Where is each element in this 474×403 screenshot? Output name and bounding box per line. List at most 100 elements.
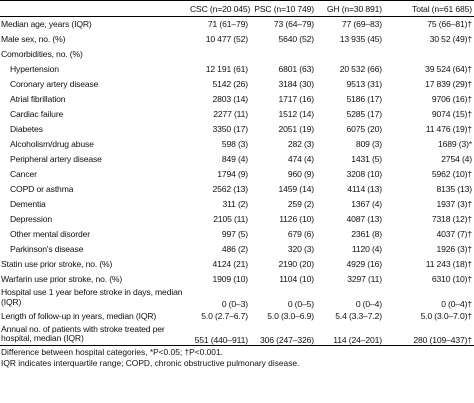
header-psc: PSC (n=10 749) bbox=[250, 0, 316, 17]
csc-value: 0 (0–3) bbox=[221, 298, 248, 309]
psc-value: 5640 (52) bbox=[278, 34, 315, 44]
csc-value: 2277 (11) bbox=[213, 109, 248, 119]
gh-value: 77 (69–83) bbox=[341, 19, 382, 30]
table-row: Parkinson's disease 486 (2) 320 (3) 1120 (4… bbox=[0, 242, 474, 257]
row-label: Alcoholism/drug abuse bbox=[10, 139, 94, 149]
row-label: Comorbidities, no. (%) bbox=[1, 49, 83, 59]
csc-value: 486 (2) bbox=[221, 244, 248, 254]
gh-value: 13 935 (45) bbox=[339, 34, 382, 44]
characteristics-table-container: CSC (n=20 045) PSC (n=10 749) GH (n=30 8… bbox=[0, 0, 474, 368]
psc-value: 1459 (14) bbox=[278, 184, 315, 194]
gh-value: 4087 (13) bbox=[346, 214, 383, 224]
csc-value: 1909 (10) bbox=[212, 274, 249, 284]
header-row: CSC (n=20 045) PSC (n=10 749) GH (n=30 8… bbox=[0, 0, 474, 17]
psc-value: 259 (2) bbox=[287, 199, 314, 209]
gh-value: 5.4 (3.3–7.2) bbox=[335, 311, 382, 321]
table-row: Annual no. of patients with stroke treat… bbox=[0, 323, 474, 346]
table-row: Dementia 311 (2) 259 (2) 1367 (4) 1937 (3)† bbox=[0, 197, 474, 212]
gh-value: 1367 (4) bbox=[351, 199, 382, 209]
psc-value: 73 (64–79) bbox=[273, 19, 314, 30]
row-label: Peripheral artery disease bbox=[10, 154, 102, 164]
csc-value: 3350 (17) bbox=[212, 124, 249, 134]
gh-value: 114 (24–201) bbox=[316, 323, 384, 346]
gh-value: 20 532 (66) bbox=[339, 64, 382, 74]
row-label: Parkinson's disease bbox=[10, 244, 84, 254]
gh-value: 3297 (11) bbox=[347, 274, 382, 284]
table-row: Peripheral artery disease 849 (4) 474 (4) 1… bbox=[0, 152, 474, 167]
row-label: Cancer bbox=[10, 169, 37, 179]
psc-value: 320 (3) bbox=[287, 244, 314, 254]
row-label: Depression bbox=[10, 214, 52, 224]
csc-value: 4124 (21) bbox=[212, 259, 249, 269]
row-label: Hospital use 1 year before stroke in day… bbox=[1, 287, 183, 307]
gh-value: 0 (0–4) bbox=[355, 298, 382, 309]
footnote-significance: Difference between hospital categories, … bbox=[1, 347, 223, 357]
psc-value: 282 (3) bbox=[287, 139, 314, 149]
total-value: 5962 (10)† bbox=[431, 169, 472, 179]
table-row: Male sex, no. (%) 10 477 (52) 5640 (52) 13 … bbox=[0, 32, 474, 47]
table-row: Cardiac failure 2277 (11) 1512 (14) 5285 (1… bbox=[0, 107, 474, 122]
csc-value bbox=[190, 47, 250, 62]
characteristics-table: CSC (n=20 045) PSC (n=10 749) GH (n=30 8… bbox=[0, 0, 474, 346]
total-value: 1937 (3)† bbox=[436, 199, 473, 209]
csc-value: 2105 (11) bbox=[213, 214, 248, 224]
row-label: Length of follow-up in years, median (IQ… bbox=[1, 311, 157, 321]
total-value: 1689 (3)* bbox=[437, 139, 472, 149]
table-row: Cancer 1794 (9) 960 (9) 3208 (10) 5962 (10)† bbox=[0, 167, 474, 182]
gh-value: 4114 (13) bbox=[347, 184, 382, 194]
gh-value: 5285 (17) bbox=[346, 109, 383, 119]
csc-value: 311 (2) bbox=[222, 199, 248, 209]
table-row: Other mental disorder 997 (5) 679 (6) 2361 … bbox=[0, 227, 474, 242]
total-value: 11 476 (19)† bbox=[425, 124, 472, 134]
table-row: Statin use prior stroke, no. (%) 4124 (21… bbox=[0, 257, 474, 272]
csc-value: 10 477 (52) bbox=[205, 34, 248, 44]
total-value: 9074 (15)† bbox=[431, 109, 472, 119]
table-row: Atrial fibrillation 2803 (14) 1717 (16) 518… bbox=[0, 92, 474, 107]
row-label: Median age, years (IQR) bbox=[1, 19, 92, 30]
total-value: 11 243 (18)† bbox=[425, 259, 472, 269]
csc-value: 12 191 (61) bbox=[205, 64, 248, 74]
csc-value: 598 (3) bbox=[221, 139, 248, 149]
footnote-abbreviations: IQR indicates interquartile range; COPD,… bbox=[1, 358, 300, 368]
row-label: Cardiac failure bbox=[10, 109, 64, 119]
csc-value: 997 (5) bbox=[221, 229, 248, 239]
psc-value: 3184 (30) bbox=[278, 79, 315, 89]
csc-value: 71 (61–79) bbox=[207, 19, 248, 30]
row-label: Diabetes bbox=[10, 124, 43, 134]
total-value: 39 524 (64)† bbox=[425, 64, 472, 74]
psc-value: 306 (247–326) bbox=[250, 323, 316, 346]
psc-value: 2051 (19) bbox=[278, 124, 315, 134]
csc-value: 551 (440–911) bbox=[190, 323, 250, 346]
gh-value: 3208 (10) bbox=[346, 169, 383, 179]
psc-value: 1126 (10) bbox=[279, 214, 314, 224]
table-row: Depression 2105 (11) 1126 (10) 4087 (13) 731… bbox=[0, 212, 474, 227]
psc-value: 474 (4) bbox=[287, 154, 314, 164]
gh-value: 5186 (17) bbox=[346, 94, 383, 104]
gh-value: 6075 (20) bbox=[346, 124, 383, 134]
psc-value: 1104 (10) bbox=[279, 274, 314, 284]
table-row: COPD or asthma 2562 (13) 1459 (14) 4114 (13… bbox=[0, 182, 474, 197]
total-value: 1926 (3)† bbox=[436, 244, 473, 254]
total-value: 8135 (13) bbox=[436, 184, 473, 194]
gh-value: 1431 (5) bbox=[351, 154, 382, 164]
psc-value: 6801 (63) bbox=[278, 64, 315, 74]
gh-value bbox=[316, 47, 384, 62]
row-label: COPD or asthma bbox=[10, 184, 74, 194]
row-label: Annual no. of patients with stroke treat… bbox=[0, 323, 190, 346]
table-row: Length of follow-up in years, median (IQ… bbox=[0, 309, 474, 324]
psc-value: 960 (9) bbox=[287, 169, 314, 179]
row-label: Atrial fibrillation bbox=[10, 94, 66, 104]
psc-value: 679 (6) bbox=[287, 229, 314, 239]
gh-value: 9513 (31) bbox=[346, 79, 383, 89]
total-value bbox=[384, 47, 474, 62]
row-label: Warfarin use prior stroke, no. (%) bbox=[1, 274, 123, 284]
total-value: 2754 (4) bbox=[441, 154, 472, 164]
header-gh: GH (n=30 891) bbox=[316, 0, 384, 17]
total-value: 6310 (10)† bbox=[431, 274, 472, 284]
csc-value: 2562 (13) bbox=[212, 184, 249, 194]
table-body: Median age, years (IQR) 71 (61–79) 73 (64–… bbox=[0, 17, 474, 346]
total-value: 4037 (7)† bbox=[436, 229, 473, 239]
table-row: Coronary artery disease 5142 (26) 3184 (30… bbox=[0, 77, 474, 92]
row-label: Dementia bbox=[10, 199, 46, 209]
total-value: 9706 (16)† bbox=[431, 94, 472, 104]
